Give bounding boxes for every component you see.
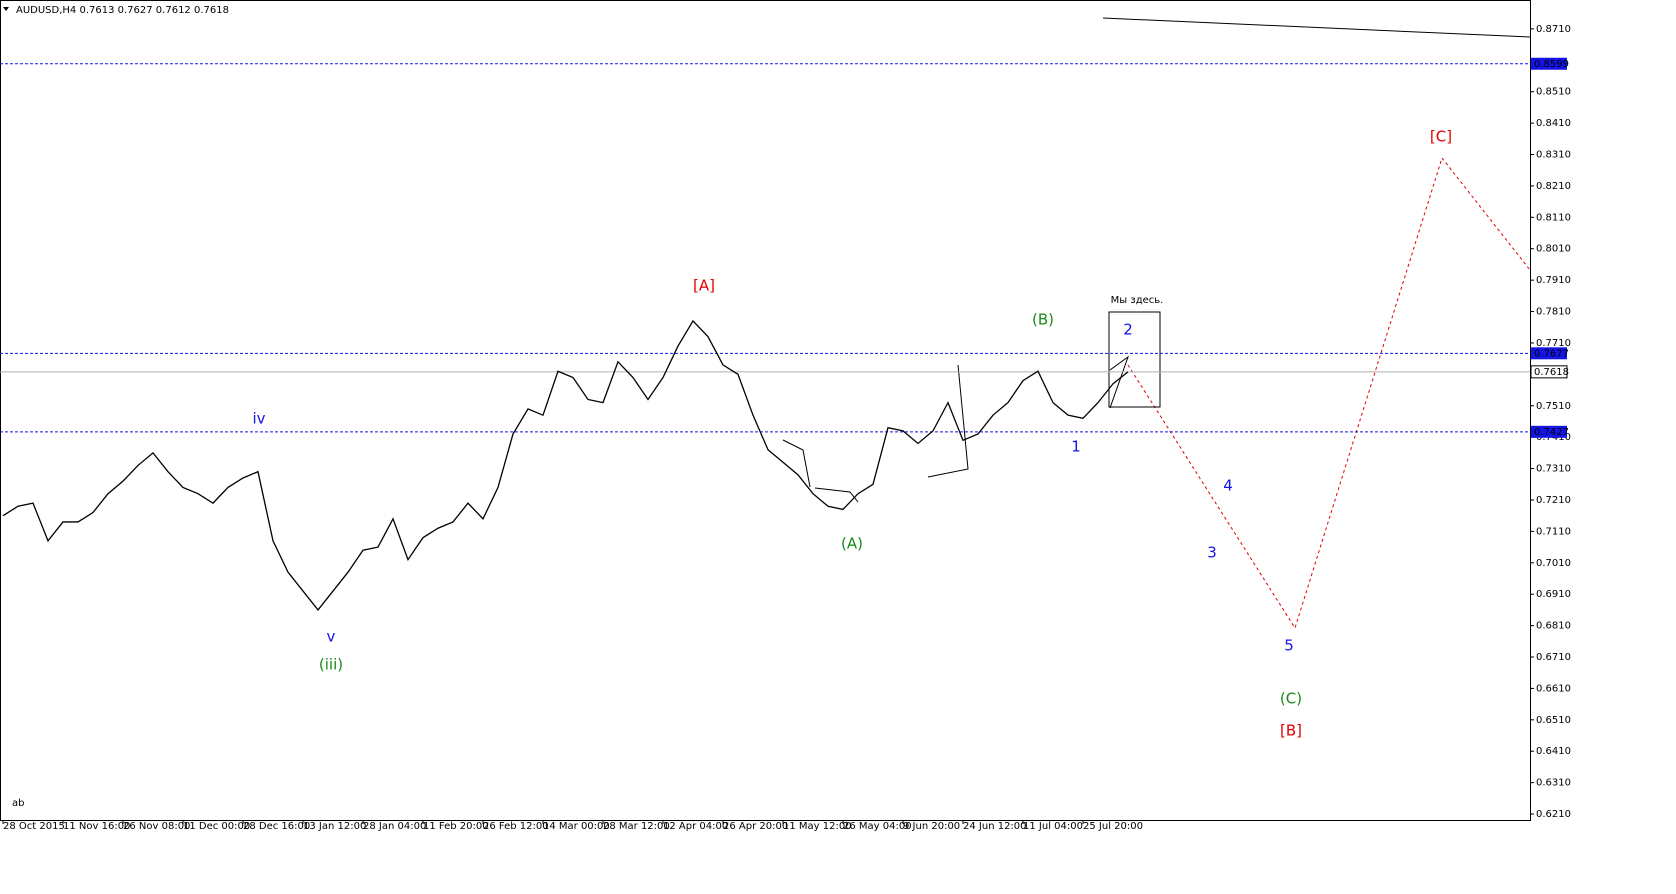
x-tick-label: 28 Jan 04:00	[363, 821, 426, 832]
wave-label: 5	[1284, 637, 1294, 655]
y-tick-label: 0.8310	[1536, 150, 1571, 161]
level-label: 0.7427	[1534, 427, 1569, 438]
x-tick-label: 11 Feb 20:00	[423, 821, 489, 832]
y-tick-label: 0.8110	[1536, 212, 1571, 223]
x-tick-label: 25 Jul 20:00	[1083, 821, 1143, 832]
x-tick-label: 13 Jan 12:00	[303, 821, 366, 832]
y-tick-label: 0.6910	[1536, 589, 1571, 600]
corner-label: ab	[12, 798, 24, 809]
x-tick-label: 11 May 12:00	[783, 821, 852, 832]
x-tick-label: 26 May 04:00	[843, 821, 912, 832]
level-tag	[1531, 347, 1567, 360]
y-tick-label: 0.7810	[1536, 307, 1571, 318]
wave-label: (A)	[841, 535, 863, 553]
y-tick-label: 0.6510	[1536, 715, 1571, 726]
pattern	[1109, 355, 1130, 409]
y-tick-label: 0.6810	[1536, 621, 1571, 632]
y-tick-label: 0.6410	[1536, 746, 1571, 757]
wave-label: v	[327, 628, 336, 646]
wave-label: iv	[252, 410, 265, 428]
y-tick-label: 0.6310	[1536, 778, 1571, 789]
x-tick-label: 24 Jun 12:00	[963, 821, 1027, 832]
y-tick-label: 0.8410	[1536, 118, 1571, 129]
y-tick-label: 0.8210	[1536, 181, 1571, 192]
current-tag	[1530, 365, 1568, 379]
x-tick-label: 12 Apr 04:00	[663, 821, 728, 832]
x-tick-label: 9 Jun 20:00	[903, 821, 960, 832]
y-tick-label: 0.8710	[1536, 24, 1571, 35]
trendline	[1102, 17, 1531, 38]
y-tick-label: 0.7910	[1536, 275, 1571, 286]
y-tick-label: 0.7010	[1536, 558, 1571, 569]
y-tick-label: 0.6710	[1536, 652, 1571, 663]
x-tick-label: 26 Feb 12:00	[483, 821, 549, 832]
chart-title: AUDUSD,H4 0.7613 0.7627 0.7612 0.7618	[16, 5, 229, 16]
menu-arrow	[3, 7, 9, 11]
wave-label: [C]	[1430, 128, 1452, 146]
wave-label: 4	[1223, 477, 1233, 495]
pattern	[927, 364, 969, 478]
x-tick-label: 28 Mar 12:00	[603, 821, 670, 832]
wave-label: 2	[1123, 321, 1133, 339]
x-tick-label: 28 Dec 16:00	[243, 821, 310, 832]
y-tick-label: 0.6610	[1536, 683, 1571, 694]
here-box	[1108, 311, 1161, 408]
level-label: 0.8599	[1534, 59, 1569, 70]
y-tick-label: 0.7310	[1536, 464, 1571, 475]
wave-label: [B]	[1280, 722, 1302, 740]
y-tick-label: 0.7110	[1536, 526, 1571, 537]
wave-label: (B)	[1032, 311, 1054, 329]
y-tick-label: 0.7510	[1536, 401, 1571, 412]
x-tick-label: 11 Nov 16:00	[63, 821, 130, 832]
pattern	[782, 439, 811, 488]
plot-frame	[0, 0, 1531, 821]
wave-label: 3	[1207, 544, 1217, 562]
y-tick-label: 0.8510	[1536, 87, 1571, 98]
note: Мы здесь.	[1111, 295, 1164, 306]
wave-label: (C)	[1280, 690, 1302, 708]
wave-label: 1	[1071, 438, 1081, 456]
y-tick-label: 0.8010	[1536, 244, 1571, 255]
x-tick-label: 26 Apr 20:00	[723, 821, 788, 832]
y-tick-label: 0.7710	[1536, 338, 1571, 349]
y-tick-label: 0.7210	[1536, 495, 1571, 506]
x-tick-label: 14 Mar 00:00	[543, 821, 610, 832]
price-line	[2, 319, 1129, 611]
x-tick-label: 28 Oct 2015	[3, 821, 65, 832]
level-tag	[1531, 425, 1567, 438]
projection	[1127, 156, 1531, 630]
level-tag	[1531, 57, 1567, 70]
current-label: 0.7618	[1534, 367, 1569, 378]
y-tick-label: 0.6210	[1536, 809, 1571, 820]
x-tick-label: 11 Jul 04:00	[1023, 821, 1083, 832]
pattern	[814, 487, 859, 503]
x-tick-label: 11 Dec 00:00	[183, 821, 250, 832]
wave-label: (iii)	[319, 656, 343, 674]
wave-label: [A]	[693, 277, 715, 295]
level-label: 0.7677	[1534, 348, 1569, 359]
x-tick-label: 26 Nov 08:00	[123, 821, 190, 832]
